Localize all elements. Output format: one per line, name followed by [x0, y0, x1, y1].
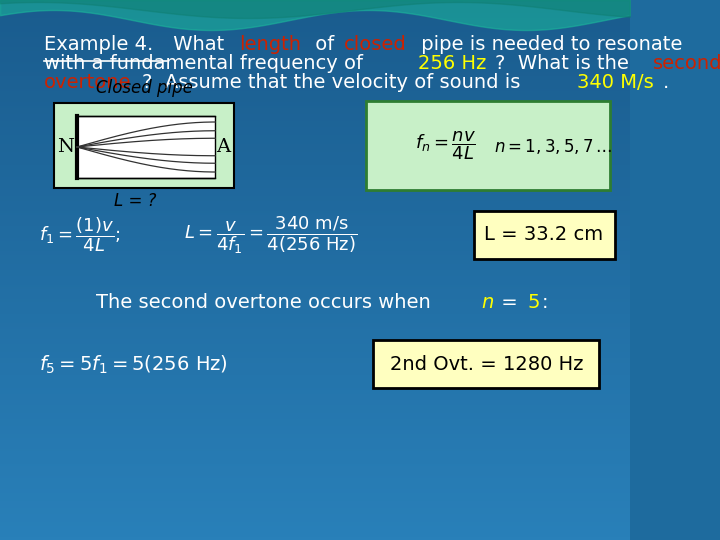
FancyBboxPatch shape	[374, 340, 599, 388]
Text: pipe is needed to resonate: pipe is needed to resonate	[415, 35, 683, 54]
Text: L = 33.2 cm: L = 33.2 cm	[485, 226, 603, 245]
Text: 256 Hz: 256 Hz	[418, 54, 486, 73]
Text: second: second	[653, 54, 720, 73]
Text: Closed pipe: Closed pipe	[96, 79, 193, 97]
Text: $f_5 = 5f_1 = 5(256\ \mathrm{Hz})$: $f_5 = 5f_1 = 5(256\ \mathrm{Hz})$	[40, 354, 228, 376]
Text: closed: closed	[344, 35, 407, 54]
Text: $f_1 = \dfrac{(1)v}{4L};$: $f_1 = \dfrac{(1)v}{4L};$	[40, 215, 121, 254]
FancyBboxPatch shape	[54, 103, 233, 188]
Text: ?  Assume that the velocity of sound is: ? Assume that the velocity of sound is	[143, 73, 527, 92]
Text: length: length	[239, 35, 301, 54]
Text: N: N	[57, 138, 74, 156]
Text: n: n	[481, 293, 493, 312]
Text: =: =	[495, 293, 524, 312]
FancyBboxPatch shape	[366, 101, 610, 190]
Text: $n = 1, 3, 5, 7\,\ldots$: $n = 1, 3, 5, 7\,\ldots$	[494, 137, 612, 156]
Text: :: :	[542, 293, 549, 312]
Text: overtone: overtone	[44, 73, 131, 92]
Text: Example 4.: Example 4.	[44, 35, 153, 54]
Text: A: A	[216, 138, 230, 156]
Text: with a fundamental frequency of: with a fundamental frequency of	[44, 54, 375, 73]
Text: 5: 5	[528, 293, 540, 312]
Bar	[77, 116, 215, 178]
Text: L = ?: L = ?	[114, 192, 157, 210]
Text: ?  What is the: ? What is the	[495, 54, 635, 73]
Text: $f_n = \dfrac{nv}{4L}$: $f_n = \dfrac{nv}{4L}$	[415, 130, 477, 163]
Text: 340 M/s: 340 M/s	[577, 73, 653, 92]
Text: $L = \dfrac{v}{4f_1} = \dfrac{340\ \mathrm{m/s}}{4(256\ \mathrm{Hz})}$: $L = \dfrac{v}{4f_1} = \dfrac{340\ \math…	[184, 214, 357, 256]
Text: .: .	[663, 73, 670, 92]
Text: of: of	[309, 35, 340, 54]
Text: What: What	[167, 35, 230, 54]
FancyBboxPatch shape	[474, 211, 615, 259]
Text: Example 4.: Example 4.	[44, 35, 153, 54]
Text: The second overtone occurs when: The second overtone occurs when	[96, 293, 437, 312]
Text: 2nd Ovt. = 1280 Hz: 2nd Ovt. = 1280 Hz	[390, 354, 583, 374]
